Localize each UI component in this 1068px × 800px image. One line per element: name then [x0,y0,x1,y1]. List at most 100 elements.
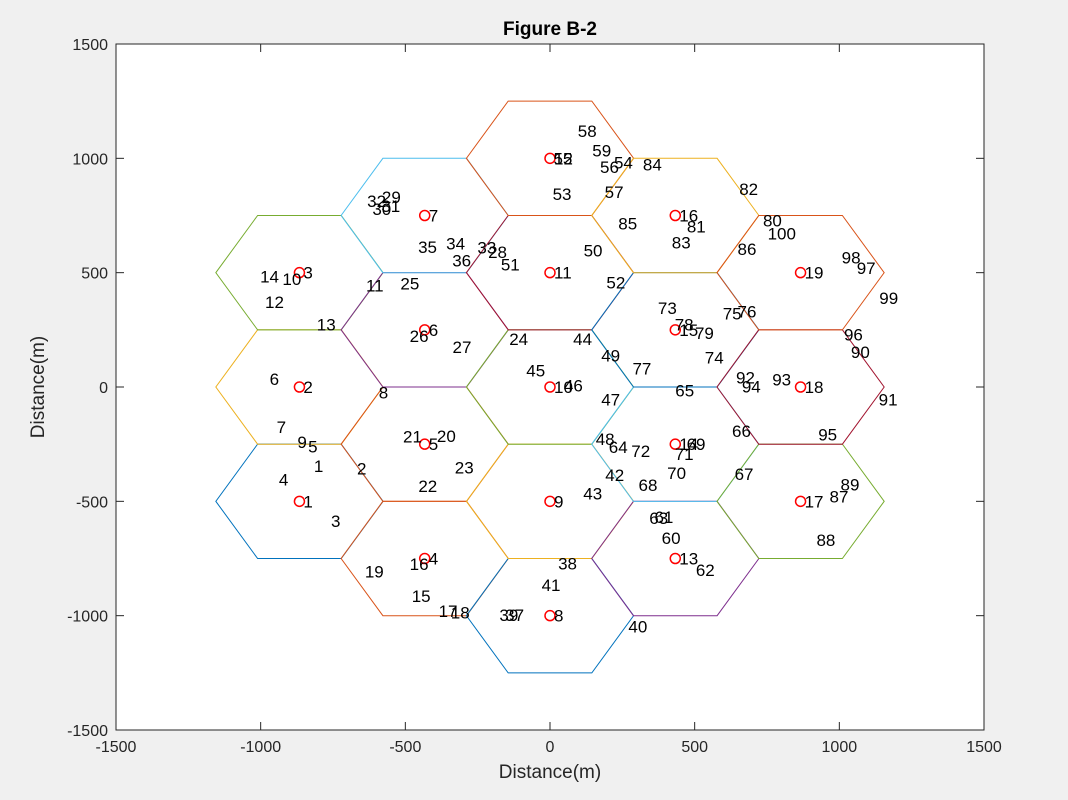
user-label-56: 56 [600,158,619,177]
user-label-37: 37 [505,606,524,625]
y-tick-label: -1000 [67,609,108,626]
base-station-marker-3 [293,266,306,279]
user-label-27: 27 [452,338,471,357]
user-label-77: 77 [632,359,651,378]
base-station-marker-17 [794,495,807,508]
x-tick-label: -500 [389,739,421,756]
user-label-72: 72 [631,442,650,461]
user-label-49: 49 [601,347,620,366]
user-label-41: 41 [542,576,561,595]
user-label-11: 11 [366,276,384,295]
user-label-3: 3 [331,512,340,531]
base-station-label-9: 9 [554,492,563,511]
base-station-marker-11 [544,266,556,279]
user-label-99: 99 [879,289,898,308]
user-label-30: 30 [372,200,391,219]
user-label-57: 57 [605,183,624,202]
y-tick-label: -1500 [67,723,108,740]
user-label-32: 32 [367,192,386,211]
base-station-marker-9 [544,495,556,508]
user-label-62: 62 [696,561,715,580]
user-label-82: 82 [739,180,758,199]
x-tick-label: 0 [546,739,555,756]
user-label-35: 35 [418,238,437,257]
plot-area [116,44,984,730]
chart-title: Figure B-2 [503,19,597,40]
user-label-83: 83 [672,233,691,252]
user-label-63: 63 [649,509,668,528]
user-label-29: 29 [382,188,401,207]
base-station-label-8: 8 [554,607,563,626]
user-label-95: 95 [818,426,837,445]
user-label-80: 80 [763,212,782,231]
y-axis-ticks: -1500 -1000 -500 0 500 1000 1500 [67,37,984,740]
user-label-12: 12 [265,293,284,312]
x-tick-label: 500 [681,739,708,756]
user-label-43: 43 [583,485,602,504]
user-label-18: 18 [451,604,470,623]
user-label-6: 6 [270,370,279,389]
user-label-91: 91 [879,391,898,410]
user-label-2: 2 [357,459,366,478]
user-label-86: 86 [737,240,756,259]
base-station-label-12: 12 [554,149,573,168]
base-station-marker-6 [418,324,431,336]
user-label-21: 21 [403,428,422,447]
user-label-19: 19 [365,563,384,582]
user-label-84: 84 [643,156,662,175]
base-station-label-1: 1 [303,492,312,511]
x-tick-label: 1500 [966,739,1002,756]
user-label-79: 79 [695,324,714,343]
base-station-marker-8 [544,609,556,622]
user-label-92: 92 [736,368,755,387]
user-label-65: 65 [675,382,694,401]
user-label-13: 13 [317,316,336,335]
user-label-74: 74 [705,349,724,368]
base-station-label-11: 11 [554,264,572,283]
user-label-14: 14 [260,268,279,287]
x-axis-ticks: -1500 -1000 -500 0 500 1000 1500 [96,44,1002,756]
base-station-marker-14 [669,438,682,450]
user-label-52: 52 [606,274,625,293]
user-label-58: 58 [578,122,597,141]
user-label-100: 100 [768,224,796,243]
user-label-97: 97 [857,259,876,278]
user-label-75: 75 [723,304,742,323]
user-label-9: 9 [297,433,306,452]
base-station-marker-4 [418,552,431,565]
base-station-label-14: 14 [679,435,698,454]
base-station-label-2: 2 [303,378,312,397]
user-label-60: 60 [662,529,681,548]
x-tick-label: -1000 [240,739,281,756]
x-axis-label: Distance(m) [499,762,601,783]
base-station-marker-12 [544,152,556,165]
base-station-label-19: 19 [805,264,824,283]
user-label-39: 39 [499,606,518,625]
base-station-marker-18 [794,381,807,393]
user-label-78: 78 [675,316,694,335]
y-tick-label: 0 [99,380,108,397]
base-station-label-5: 5 [429,435,438,454]
user-label-53: 53 [553,185,572,204]
user-label-44: 44 [573,330,592,349]
user-label-90: 90 [851,343,870,362]
y-tick-label: 500 [81,266,108,283]
y-tick-label: -500 [76,494,108,511]
base-station-label-17: 17 [805,492,824,511]
base-station-marker-19 [794,266,807,279]
base-station-label-4: 4 [429,550,438,569]
user-label-71: 71 [675,445,694,464]
user-label-61: 61 [654,508,673,527]
user-label-20: 20 [437,427,456,446]
y-tick-label: 1500 [72,37,108,54]
cell-hexagons [215,100,885,674]
base-station-marker-2 [293,381,306,393]
user-label-46: 46 [564,376,583,395]
user-label-7: 7 [277,418,286,437]
user-label-68: 68 [639,476,658,495]
user-label-5: 5 [308,438,317,457]
user-label-4: 4 [279,471,288,490]
